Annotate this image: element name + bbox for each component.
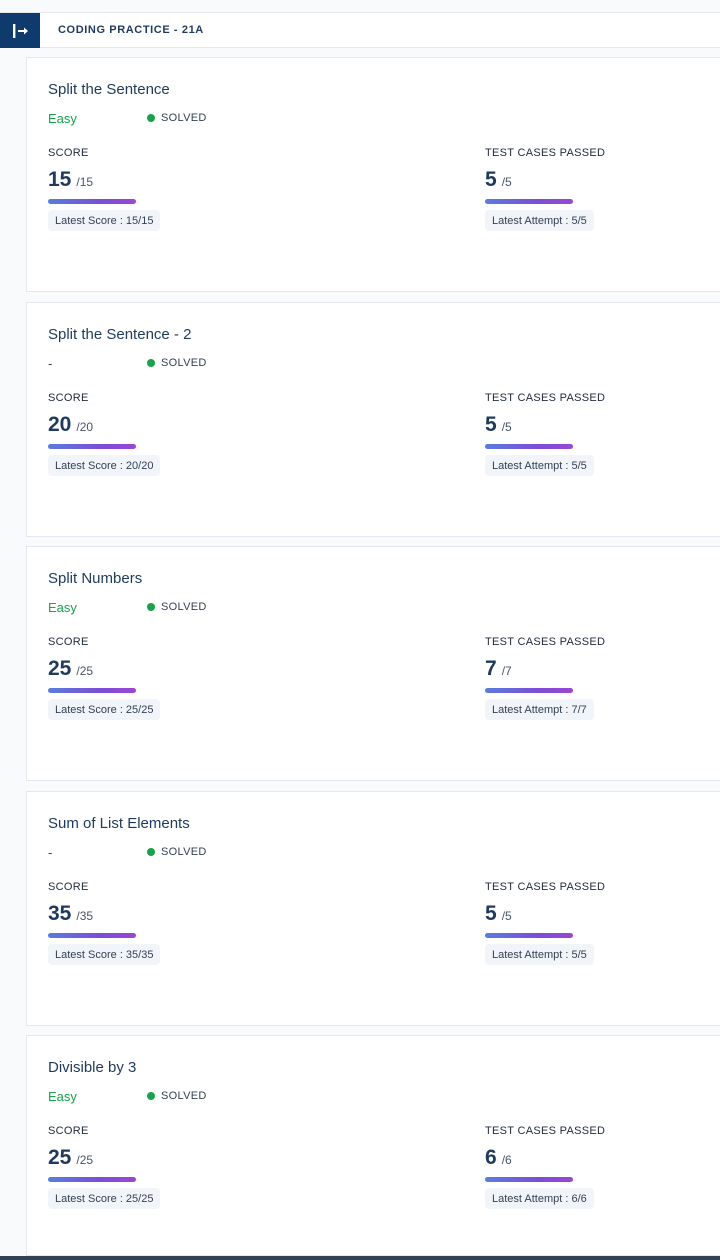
test-cases-label: TEST CASES PASSED xyxy=(485,881,606,893)
tests-total: /7 xyxy=(501,664,512,678)
problem-title[interactable]: Split the Sentence xyxy=(48,81,170,98)
solved-dot-icon xyxy=(147,603,155,611)
breadcrumb[interactable]: CODING PRACTICE - 21A xyxy=(58,24,204,36)
problem-card[interactable]: Divisible by 3 Easy SOLVED SCORE 25/25 L… xyxy=(26,1035,720,1256)
status-text: SOLVED xyxy=(161,601,207,613)
solved-dot-icon xyxy=(147,114,155,122)
tests-progress-bar xyxy=(485,688,573,693)
latest-attempt-chip: Latest Attempt : 7/7 xyxy=(485,699,594,720)
problem-title[interactable]: Divisible by 3 xyxy=(48,1059,137,1076)
sidebar-toggle-button[interactable] xyxy=(0,13,40,48)
latest-score-chip: Latest Score : 35/35 xyxy=(48,944,161,965)
score-value: 25/25 xyxy=(48,1146,93,1170)
score-total: /15 xyxy=(76,175,94,189)
difficulty-label: Easy xyxy=(48,111,77,126)
tests-number: 5 xyxy=(485,168,497,191)
score-number: 35 xyxy=(48,902,72,925)
tests-progress-bar xyxy=(485,933,573,938)
status-text: SOLVED xyxy=(161,357,207,369)
latest-score-chip: Latest Score : 15/15 xyxy=(48,210,161,231)
score-number: 20 xyxy=(48,413,72,436)
tests-number: 5 xyxy=(485,413,497,436)
status-badge: SOLVED xyxy=(147,1090,207,1102)
tests-total: /6 xyxy=(501,1153,512,1167)
latest-attempt-chip: Latest Attempt : 6/6 xyxy=(485,1188,594,1209)
latest-attempt-chip: Latest Attempt : 5/5 xyxy=(485,455,594,476)
difficulty-label: Easy xyxy=(48,600,77,615)
solved-dot-icon xyxy=(147,1092,155,1100)
score-value: 15/15 xyxy=(48,168,93,192)
score-label: SCORE xyxy=(48,881,89,893)
test-cases-label: TEST CASES PASSED xyxy=(485,147,606,159)
problem-card[interactable]: Split Numbers Easy SOLVED SCORE 25/25 La… xyxy=(26,546,720,781)
score-total: /25 xyxy=(76,1153,94,1167)
score-label: SCORE xyxy=(48,147,89,159)
score-label: SCORE xyxy=(48,392,89,404)
sidebar-collapsed xyxy=(0,48,26,1256)
problem-card[interactable]: Split the Sentence - 2 - SOLVED SCORE 20… xyxy=(26,302,720,537)
tests-value: 5/5 xyxy=(485,413,512,437)
problem-title[interactable]: Sum of List Elements xyxy=(48,815,190,832)
bottom-edge xyxy=(0,1256,720,1260)
score-value: 20/20 xyxy=(48,413,93,437)
test-cases-label: TEST CASES PASSED xyxy=(485,1125,606,1137)
tests-progress-bar xyxy=(485,444,573,449)
difficulty-label: Easy xyxy=(48,1089,77,1104)
solved-dot-icon xyxy=(147,848,155,856)
score-number: 25 xyxy=(48,1146,72,1169)
status-text: SOLVED xyxy=(161,112,207,124)
tests-progress-bar xyxy=(485,1177,573,1182)
problem-title[interactable]: Split Numbers xyxy=(48,570,143,587)
test-cases-label: TEST CASES PASSED xyxy=(485,636,606,648)
tests-total: /5 xyxy=(501,420,512,434)
score-number: 15 xyxy=(48,168,72,191)
difficulty-label: - xyxy=(48,845,53,860)
top-bar: CODING PRACTICE - 21A xyxy=(0,12,720,48)
score-progress-bar xyxy=(48,1177,136,1182)
score-progress-bar xyxy=(48,688,136,693)
sidebar-toggle-icon xyxy=(11,23,29,39)
status-badge: SOLVED xyxy=(147,846,207,858)
latest-score-chip: Latest Score : 25/25 xyxy=(48,1188,161,1209)
score-number: 25 xyxy=(48,657,72,680)
score-progress-bar xyxy=(48,444,136,449)
score-value: 35/35 xyxy=(48,902,93,926)
score-total: /20 xyxy=(76,420,94,434)
problem-card[interactable]: Sum of List Elements - SOLVED SCORE 35/3… xyxy=(26,791,720,1026)
score-total: /35 xyxy=(76,909,94,923)
tests-value: 6/6 xyxy=(485,1146,512,1170)
latest-attempt-chip: Latest Attempt : 5/5 xyxy=(485,944,594,965)
difficulty-label: - xyxy=(48,356,53,371)
tests-number: 5 xyxy=(485,902,497,925)
latest-score-chip: Latest Score : 25/25 xyxy=(48,699,161,720)
problem-title[interactable]: Split the Sentence - 2 xyxy=(48,326,192,343)
score-value: 25/25 xyxy=(48,657,93,681)
tests-progress-bar xyxy=(485,199,573,204)
status-text: SOLVED xyxy=(161,1090,207,1102)
latest-attempt-chip: Latest Attempt : 5/5 xyxy=(485,210,594,231)
status-text: SOLVED xyxy=(161,846,207,858)
tests-number: 6 xyxy=(485,1146,497,1169)
score-label: SCORE xyxy=(48,636,89,648)
latest-score-chip: Latest Score : 20/20 xyxy=(48,455,161,476)
problem-card[interactable]: Split the Sentence Easy SOLVED SCORE 15/… xyxy=(26,57,720,292)
score-total: /25 xyxy=(76,664,94,678)
status-badge: SOLVED xyxy=(147,112,207,124)
tests-total: /5 xyxy=(501,175,512,189)
tests-value: 7/7 xyxy=(485,657,512,681)
score-progress-bar xyxy=(48,933,136,938)
tests-value: 5/5 xyxy=(485,902,512,926)
status-badge: SOLVED xyxy=(147,601,207,613)
status-badge: SOLVED xyxy=(147,357,207,369)
tests-value: 5/5 xyxy=(485,168,512,192)
solved-dot-icon xyxy=(147,359,155,367)
score-label: SCORE xyxy=(48,1125,89,1137)
score-progress-bar xyxy=(48,199,136,204)
test-cases-label: TEST CASES PASSED xyxy=(485,392,606,404)
tests-total: /5 xyxy=(501,909,512,923)
tests-number: 7 xyxy=(485,657,497,680)
